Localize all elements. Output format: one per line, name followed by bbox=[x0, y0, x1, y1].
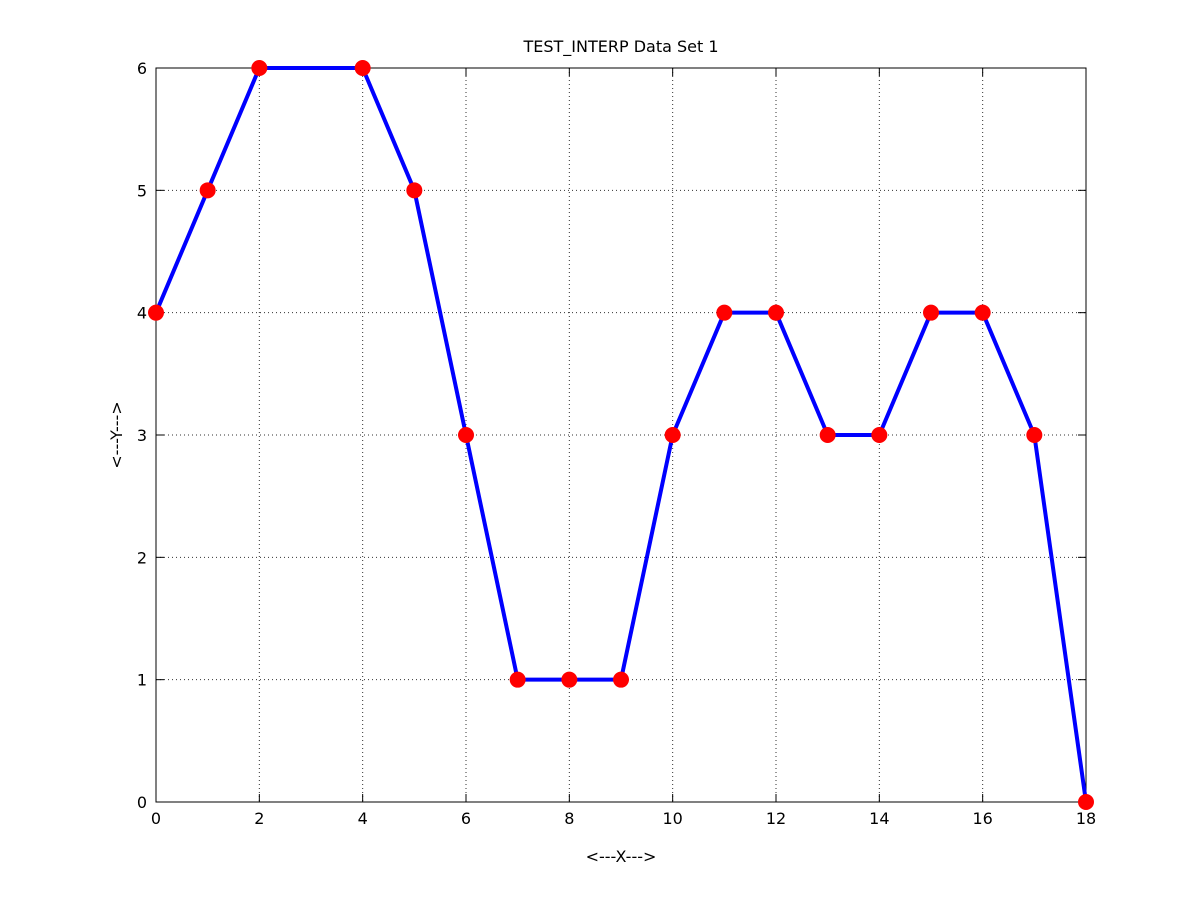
data-point bbox=[458, 427, 474, 443]
chart-title: TEST_INTERP Data Set 1 bbox=[522, 37, 718, 57]
y-axis-title: <---Y---> bbox=[107, 401, 126, 468]
series-line bbox=[154, 66, 1088, 804]
data-point bbox=[716, 304, 733, 321]
data-point bbox=[923, 304, 939, 321]
data-point bbox=[406, 182, 423, 199]
data-point bbox=[613, 671, 629, 688]
data-point bbox=[974, 304, 991, 321]
x-tick-label: 0 bbox=[151, 809, 161, 828]
x-tick-label: 6 bbox=[461, 809, 471, 828]
data-point bbox=[1078, 794, 1094, 810]
x-tick-label: 18 bbox=[1076, 809, 1096, 828]
data-point bbox=[871, 427, 888, 443]
x-tick-label: 12 bbox=[766, 809, 786, 828]
x-tick-label: 14 bbox=[869, 809, 889, 828]
data-point bbox=[509, 671, 526, 688]
data-point bbox=[664, 427, 681, 443]
data-point bbox=[819, 427, 836, 443]
y-tick-label: 6 bbox=[137, 59, 147, 78]
x-tick-label: 8 bbox=[564, 809, 574, 828]
grid bbox=[156, 68, 1086, 802]
y-tick-label: 2 bbox=[137, 548, 147, 567]
plot-area-frame bbox=[155, 67, 1087, 803]
y-tick-label: 5 bbox=[137, 181, 147, 200]
y-tick-label: 1 bbox=[137, 671, 147, 690]
x-axis-title: <---X---> bbox=[586, 847, 657, 866]
data-point bbox=[199, 182, 216, 199]
y-tick-label: 3 bbox=[137, 426, 147, 445]
data-point bbox=[354, 60, 371, 76]
data-point bbox=[251, 60, 268, 76]
x-tick-label: 4 bbox=[358, 809, 368, 828]
x-tick-label: 2 bbox=[254, 809, 264, 828]
data-point bbox=[148, 304, 164, 321]
x-tick-label: 10 bbox=[662, 809, 682, 828]
data-point bbox=[1026, 427, 1043, 443]
data-point bbox=[768, 304, 784, 321]
y-tick-label: 4 bbox=[137, 304, 147, 323]
series-markers bbox=[148, 60, 1094, 810]
series-line-group bbox=[154, 66, 1088, 804]
x-tick-label: 16 bbox=[972, 809, 992, 828]
data-point bbox=[561, 671, 578, 688]
y-tick-label: 0 bbox=[137, 793, 147, 812]
